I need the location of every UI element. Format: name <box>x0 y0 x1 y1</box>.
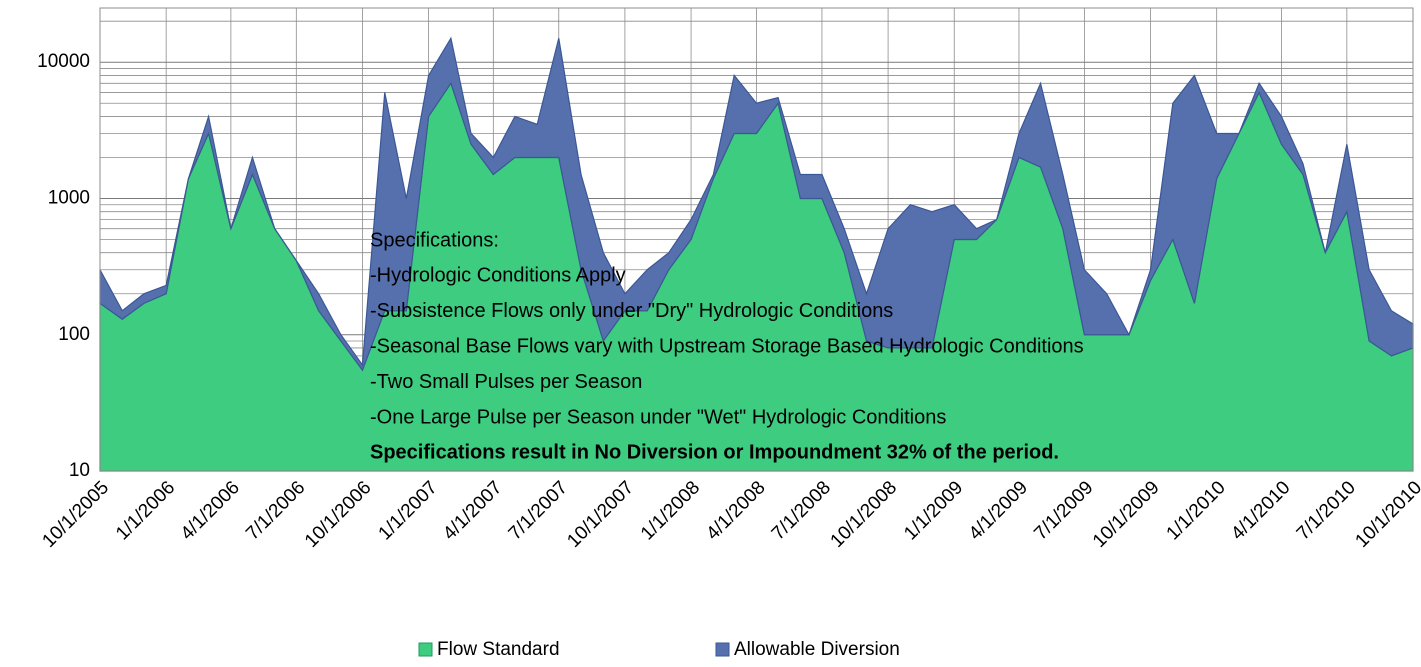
legend-label: Flow Standard <box>437 639 560 660</box>
x-tick-label: 4/1/2010 <box>1227 477 1294 544</box>
y-tick-label: 100 <box>58 324 90 345</box>
y-tick-label: 10 <box>69 460 90 481</box>
x-tick-label: 4/1/2007 <box>439 477 506 544</box>
annotation-line: -Subsistence Flows only under "Dry" Hydr… <box>370 300 893 322</box>
annotation-line: -Hydrologic Conditions Apply <box>370 265 626 287</box>
y-tick-label: 1000 <box>48 187 90 208</box>
x-tick-label: 4/1/2006 <box>177 477 244 544</box>
x-tick-label: 4/1/2008 <box>702 477 769 544</box>
x-tick-label: 10/1/2009 <box>1089 477 1164 552</box>
x-tick-label: 10/1/2007 <box>563 477 638 552</box>
x-tick-label: 1/1/2008 <box>637 477 704 544</box>
annotation-line: -One Large Pulse per Season under "Wet" … <box>370 406 946 428</box>
x-tick-label: 1/1/2010 <box>1163 477 1230 544</box>
y-tick-label: 10000 <box>37 51 90 72</box>
x-tick-label: 10/1/2006 <box>301 477 376 552</box>
x-tick-label: 1/1/2006 <box>112 477 179 544</box>
annotation-line: -Two Small Pulses per Season <box>370 371 642 393</box>
x-tick-label: 7/1/2010 <box>1293 477 1360 544</box>
plot-border <box>99 7 1414 472</box>
x-tick-label: 7/1/2006 <box>242 477 309 544</box>
x-tick-label: 10/1/2005 <box>38 477 113 552</box>
legend-label: Allowable Diversion <box>734 639 900 660</box>
x-tick-label: 10/1/2010 <box>1351 477 1421 552</box>
x-tick-label: 7/1/2009 <box>1030 477 1097 544</box>
x-tick-label: 7/1/2008 <box>768 477 835 544</box>
annotation-bold: Specifications result in No Diversion or… <box>370 442 1059 464</box>
x-tick-label: 4/1/2009 <box>965 477 1032 544</box>
legend-swatch <box>418 642 433 657</box>
x-tick-label: 7/1/2007 <box>505 477 572 544</box>
legend-swatch <box>715 642 730 657</box>
x-tick-label: 1/1/2007 <box>375 477 442 544</box>
x-tick-label: 10/1/2008 <box>827 477 902 552</box>
annotation-line: -Seasonal Base Flows vary with Upstream … <box>370 335 1084 357</box>
x-tick-label: 1/1/2009 <box>900 477 967 544</box>
annotation-line: Specifications: <box>370 229 499 251</box>
